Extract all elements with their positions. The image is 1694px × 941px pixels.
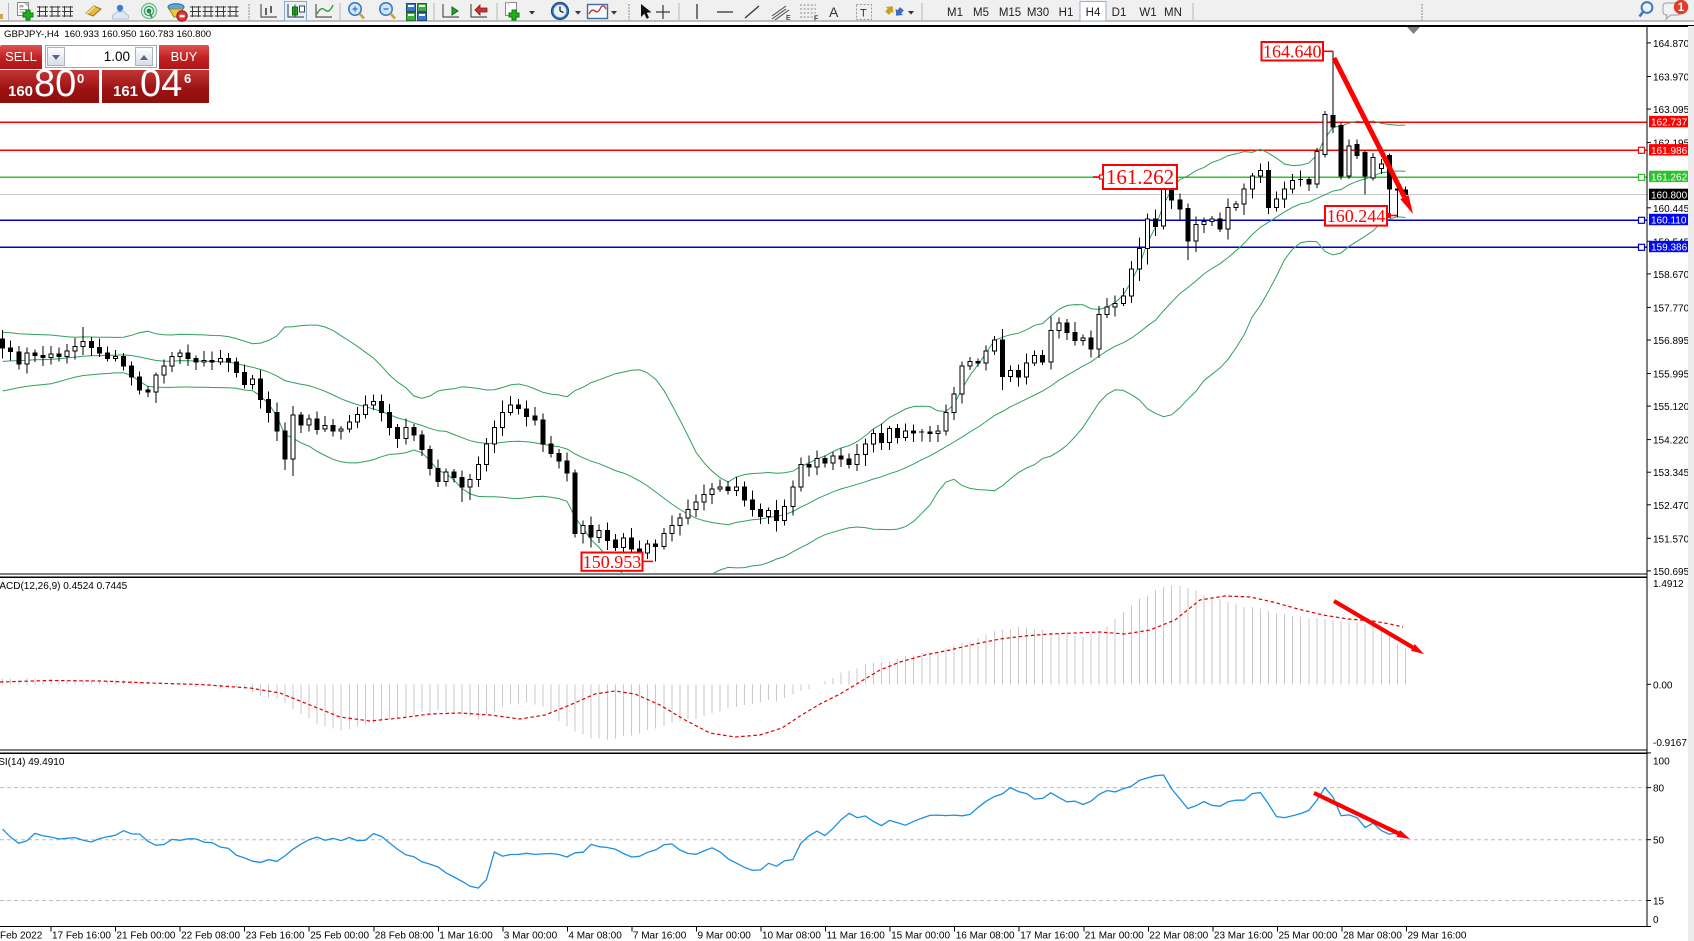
svg-text:28 Feb 08:00: 28 Feb 08:00 xyxy=(375,931,434,941)
svg-text:Feb 2022: Feb 2022 xyxy=(0,931,43,941)
svg-text:28 Mar 08:00: 28 Mar 08:00 xyxy=(1343,931,1402,941)
svg-text:23 Mar 16:00: 23 Mar 16:00 xyxy=(1214,931,1273,941)
svg-text:4 Mar 08:00: 4 Mar 08:00 xyxy=(568,931,622,941)
svg-text:M1: M1 xyxy=(947,7,963,19)
svg-text:160.800: 160.800 xyxy=(1651,190,1688,201)
svg-text:H1: H1 xyxy=(1059,7,1074,19)
svg-text:100: 100 xyxy=(1653,757,1670,768)
svg-text:H4: H4 xyxy=(1086,7,1101,19)
svg-text:29 Mar 16:00: 29 Mar 16:00 xyxy=(1408,931,1467,941)
svg-text:21 Feb 00:00: 21 Feb 00:00 xyxy=(117,931,176,941)
svg-text:157.770: 157.770 xyxy=(1653,303,1690,314)
svg-text:M30: M30 xyxy=(1027,7,1049,19)
svg-text:23 Feb 16:00: 23 Feb 16:00 xyxy=(246,931,305,941)
svg-text:15: 15 xyxy=(1653,896,1665,907)
svg-text:22 Mar 08:00: 22 Mar 08:00 xyxy=(1149,931,1208,941)
svg-text:17 Feb 16:00: 17 Feb 16:00 xyxy=(52,931,111,941)
svg-text:162.737: 162.737 xyxy=(1651,118,1688,129)
svg-text:160.445: 160.445 xyxy=(1653,204,1690,215)
svg-text:1.4912: 1.4912 xyxy=(1653,579,1684,590)
svg-text:155.120: 155.120 xyxy=(1653,402,1690,413)
svg-text:150.695: 150.695 xyxy=(1653,567,1690,578)
svg-text:15 Mar 00:00: 15 Mar 00:00 xyxy=(891,931,950,941)
svg-text:151.570: 151.570 xyxy=(1653,534,1690,545)
svg-text:3 Mar 00:00: 3 Mar 00:00 xyxy=(504,931,558,941)
svg-text:MACD(12,26,9) 0.4524 0.7445: MACD(12,26,9) 0.4524 0.7445 xyxy=(0,581,128,592)
svg-text:RSI(14) 49.4910: RSI(14) 49.4910 xyxy=(0,757,65,768)
svg-text:E: E xyxy=(786,15,791,22)
svg-text:D1: D1 xyxy=(1112,7,1127,19)
svg-text:MN: MN xyxy=(1164,7,1182,19)
svg-text:155.995: 155.995 xyxy=(1653,370,1690,381)
svg-text:164.640: 164.640 xyxy=(1263,41,1322,61)
svg-text:25 Mar 00:00: 25 Mar 00:00 xyxy=(1279,931,1338,941)
svg-text:152.470: 152.470 xyxy=(1653,501,1690,512)
svg-text:163.095: 163.095 xyxy=(1653,105,1690,116)
svg-text:22 Feb 08:00: 22 Feb 08:00 xyxy=(181,931,240,941)
svg-text:M5: M5 xyxy=(973,7,989,19)
svg-text:153.345: 153.345 xyxy=(1653,468,1690,479)
svg-text:161.262: 161.262 xyxy=(1651,172,1688,183)
svg-text:F: F xyxy=(814,16,818,23)
svg-text:A: A xyxy=(829,4,839,20)
svg-text:0.00: 0.00 xyxy=(1653,680,1673,691)
svg-text:0: 0 xyxy=(1653,915,1659,926)
svg-text:164.870: 164.870 xyxy=(1653,39,1690,50)
svg-text:9 Mar 00:00: 9 Mar 00:00 xyxy=(698,931,752,941)
svg-text:154.220: 154.220 xyxy=(1653,436,1690,447)
svg-text:W1: W1 xyxy=(1139,7,1156,19)
svg-text:GBPJPY-,H4 160.933 160.950 16: GBPJPY-,H4 160.933 160.950 160.783 160.8… xyxy=(4,29,211,40)
svg-text:150.953: 150.953 xyxy=(583,552,642,572)
svg-text:-0.9167: -0.9167 xyxy=(1653,738,1687,749)
svg-text:80: 80 xyxy=(1653,784,1665,795)
svg-text:158.670: 158.670 xyxy=(1653,270,1690,281)
svg-text:16 Mar 08:00: 16 Mar 08:00 xyxy=(956,931,1015,941)
svg-text:160.110: 160.110 xyxy=(1651,216,1687,227)
svg-text:160.244: 160.244 xyxy=(1327,206,1386,226)
svg-text:11 Mar 16:00: 11 Mar 16:00 xyxy=(827,931,886,941)
svg-text:161.262: 161.262 xyxy=(1106,165,1174,189)
svg-text:1 Mar 16:00: 1 Mar 16:00 xyxy=(439,931,493,941)
svg-text:7 Mar 16:00: 7 Mar 16:00 xyxy=(633,931,687,941)
svg-text:10 Mar 08:00: 10 Mar 08:00 xyxy=(762,931,821,941)
svg-text:M15: M15 xyxy=(999,7,1021,19)
svg-text:163.970: 163.970 xyxy=(1653,73,1690,84)
svg-text:17 Mar 16:00: 17 Mar 16:00 xyxy=(1020,931,1079,941)
svg-text:159.386: 159.386 xyxy=(1651,243,1688,254)
svg-text:25 Feb 00:00: 25 Feb 00:00 xyxy=(310,931,369,941)
svg-text:T: T xyxy=(860,8,867,20)
svg-text:21 Mar 00:00: 21 Mar 00:00 xyxy=(1085,931,1144,941)
svg-text:156.895: 156.895 xyxy=(1653,336,1690,347)
svg-text:1: 1 xyxy=(1678,2,1685,14)
svg-text:161.986: 161.986 xyxy=(1651,146,1688,157)
svg-text:50: 50 xyxy=(1653,836,1665,847)
